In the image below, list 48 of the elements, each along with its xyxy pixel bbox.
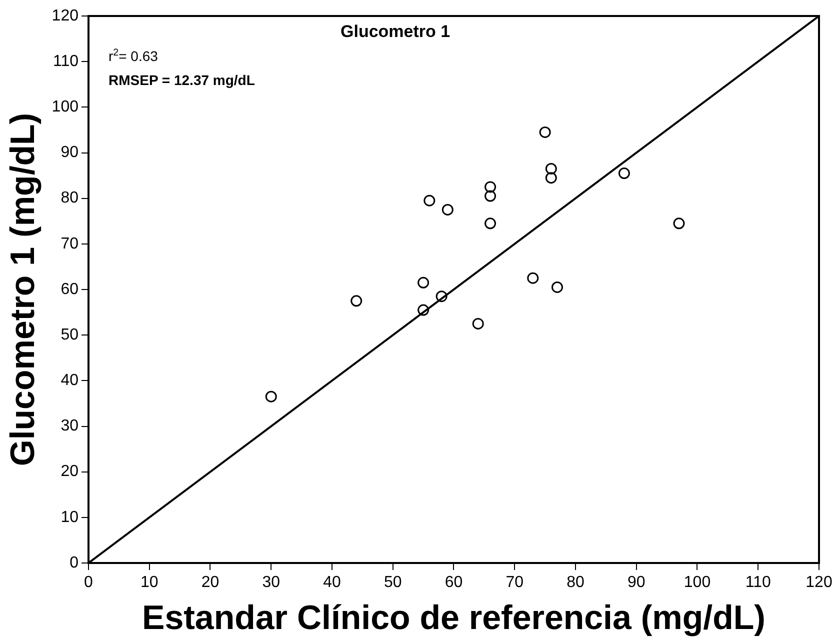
- chart-title: Glucometro 1: [340, 22, 450, 41]
- y-tick-label: 30: [60, 418, 79, 435]
- point: [472, 318, 484, 330]
- y-axis-title: Glucometro 1 (mg/dL): [4, 112, 42, 466]
- y-tick-label: 80: [60, 190, 79, 207]
- point: [527, 272, 539, 284]
- x-tick-label: 60: [444, 574, 463, 592]
- y-tick-label: 40: [60, 372, 79, 390]
- point: [618, 168, 630, 180]
- y-tick-label: 100: [52, 98, 79, 116]
- y-tick-label: 120: [52, 7, 79, 24]
- y-tick-label: 0: [70, 554, 79, 572]
- point: [551, 281, 563, 293]
- point: [436, 290, 448, 302]
- x-tick-label: 90: [627, 574, 646, 592]
- y-tick-label: 60: [60, 280, 79, 298]
- y-tick-label: 70: [60, 235, 79, 252]
- point: [265, 390, 277, 402]
- point: [350, 295, 362, 307]
- annotation: RMSEP = 12.37 mg/dL: [108, 72, 256, 88]
- x-tick-label: 120: [806, 574, 832, 592]
- point: [484, 218, 496, 230]
- x-tick-label: 0: [84, 574, 94, 592]
- x-tick-label: 80: [566, 574, 584, 592]
- point: [545, 172, 557, 184]
- y-tick-label: 10: [60, 508, 79, 526]
- point: [484, 181, 496, 193]
- y-tick-label: 20: [60, 463, 79, 480]
- x-tick-label: 100: [684, 574, 711, 592]
- point: [418, 304, 430, 316]
- x-tick-label: 30: [262, 574, 280, 592]
- point: [484, 190, 496, 202]
- y-tick-label: 50: [60, 326, 79, 344]
- x-tick-label: 40: [323, 574, 341, 592]
- point: [424, 194, 436, 206]
- point: [539, 126, 551, 138]
- x-axis-title: Estandar Clínico de referencia (mg/dL): [142, 598, 766, 637]
- x-tick-label: 50: [384, 574, 402, 592]
- y-tick-label: 110: [52, 52, 79, 70]
- x-tick-label: 110: [745, 574, 771, 592]
- point: [545, 162, 557, 174]
- x-tick-label: 10: [140, 574, 158, 592]
- point: [673, 218, 685, 230]
- x-tick-label: 20: [201, 574, 220, 592]
- point: [442, 204, 454, 216]
- y-tick-label: 90: [60, 144, 79, 162]
- point: [418, 276, 430, 288]
- x-tick-label: 70: [506, 574, 524, 592]
